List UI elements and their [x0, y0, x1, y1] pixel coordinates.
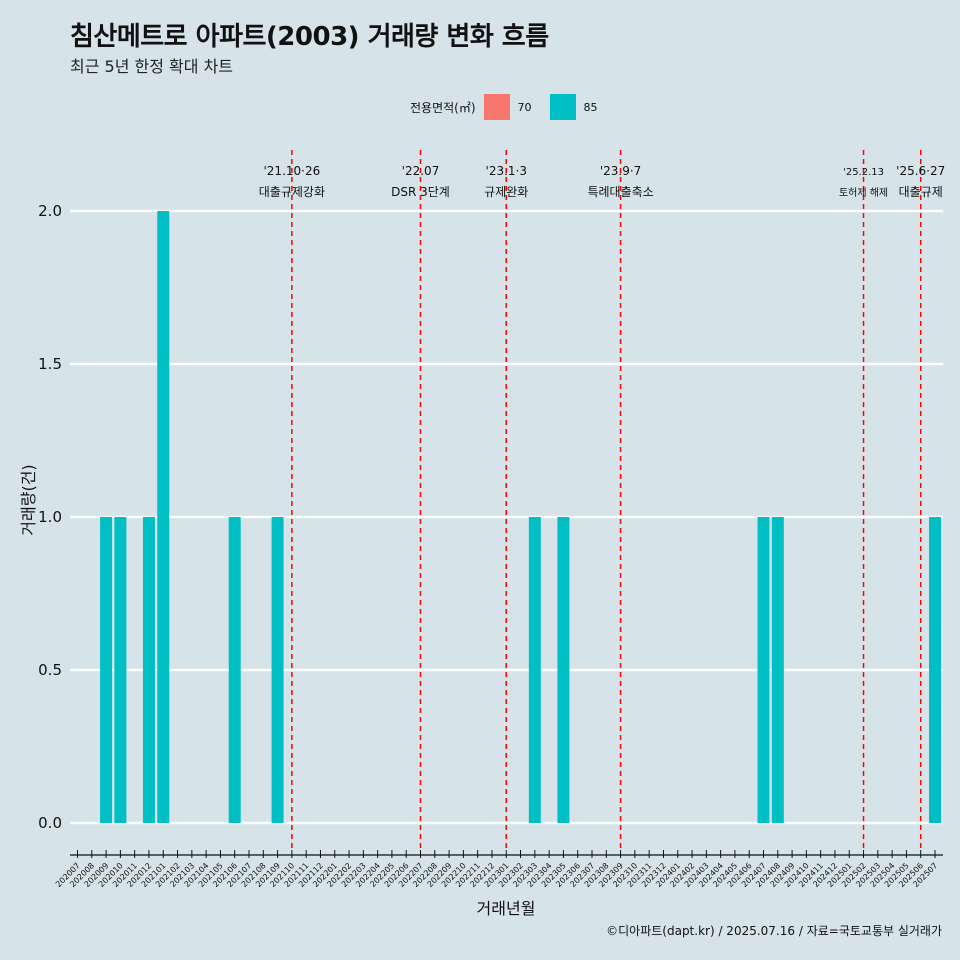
legend-label-85: 85 — [583, 100, 598, 114]
chart-subtitle: 최근 5년 한정 확대 차트 — [70, 57, 234, 76]
event-date-label: '25.2.13 — [843, 167, 884, 178]
x-axis-title: 거래년월 — [477, 899, 536, 918]
legend-title: 전용면적(㎡) — [410, 100, 476, 115]
bar-202303 — [528, 517, 541, 823]
bar-202507 — [929, 517, 941, 823]
bar-202106 — [228, 517, 241, 823]
event-desc-label: 대출규제 — [899, 185, 943, 199]
y-axis-title: 거래량(건) — [19, 464, 38, 535]
legend: 전용면적(㎡) 70 85 — [410, 92, 616, 122]
y-tick-label: 2.0 — [38, 202, 62, 220]
y-tick-label: 1.0 — [38, 508, 62, 526]
event-date-label: '22.07 — [402, 164, 440, 178]
legend-swatch-85 — [549, 94, 576, 120]
y-tick-label: 1.5 — [38, 355, 62, 373]
event-desc-label: 토허제 해제 — [839, 186, 888, 199]
bar-202305 — [557, 517, 570, 823]
source-caption: ©디아파트(dapt.kr) / 2025.07.16 / 자료=국토교통부 실… — [606, 924, 942, 938]
event-date-label: '21.10·26 — [264, 164, 321, 178]
bar-202012 — [142, 517, 155, 823]
event-date-label: '25.6·27 — [896, 164, 945, 178]
event-desc-label: 특례대출축소 — [587, 185, 653, 199]
bar-202009 — [100, 517, 113, 823]
y-tick-label: 0.0 — [38, 814, 62, 832]
legend-swatch-70 — [483, 94, 510, 120]
y-tick-label: 0.5 — [38, 661, 62, 679]
bar-202010 — [114, 517, 127, 823]
event-desc-label: 대출규제강화 — [259, 185, 325, 199]
event-date-label: '23.9·7 — [600, 164, 641, 178]
event-desc-label: DSR 3단계 — [391, 185, 450, 199]
legend-label-70: 70 — [517, 100, 532, 114]
event-date-label: '23.1·3 — [486, 164, 527, 178]
bar-202101 — [157, 211, 170, 823]
bar-202109 — [271, 517, 284, 823]
event-desc-label: 규제완화 — [484, 185, 528, 199]
bar-202407 — [757, 517, 770, 823]
bar-202408 — [771, 517, 784, 823]
chart-title: 침산메트로 아파트(2003) 거래량 변화 흐름 — [70, 22, 549, 52]
